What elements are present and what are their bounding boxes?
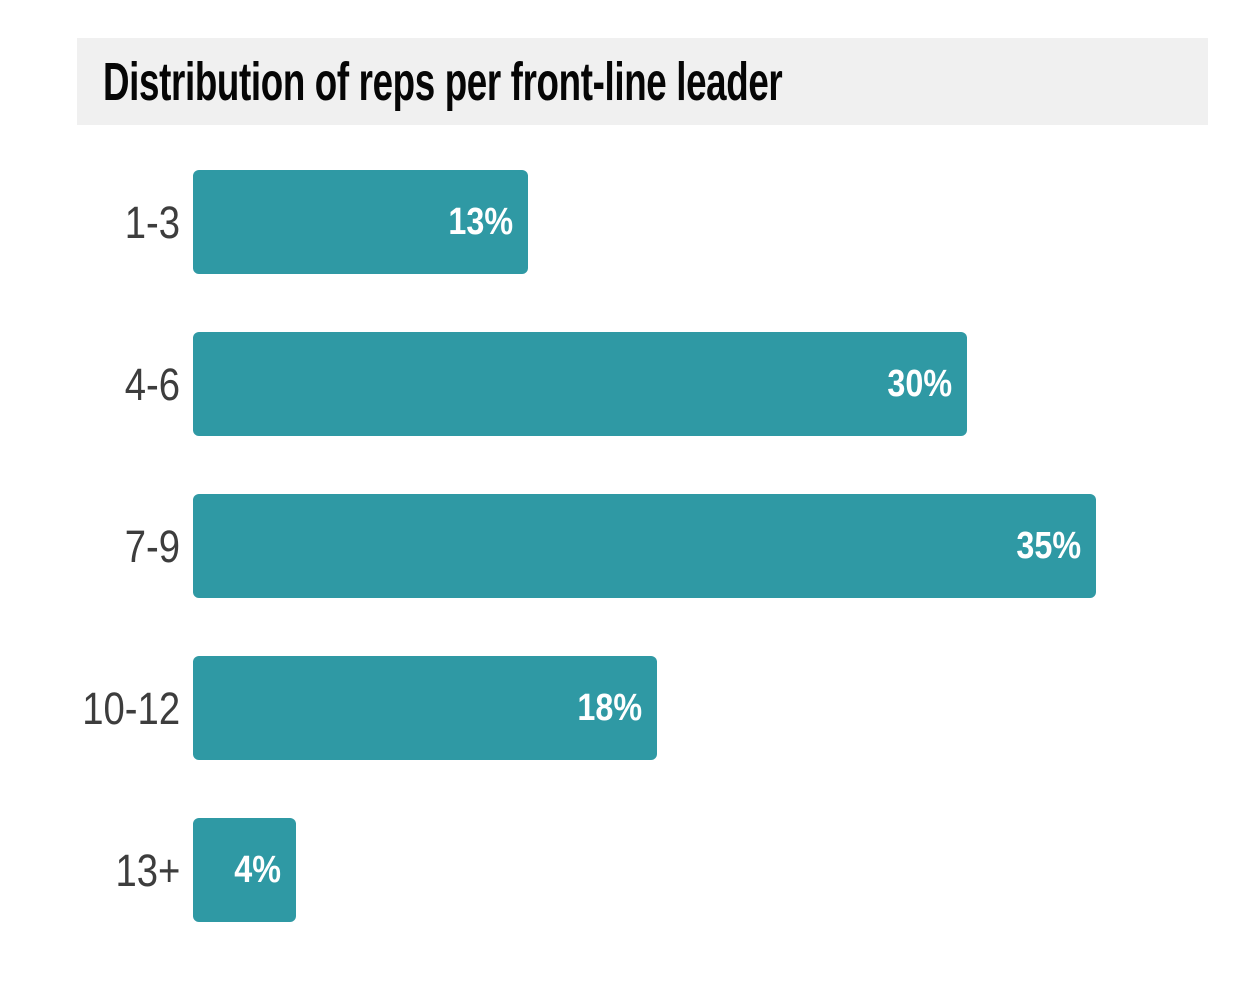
chart-title-band: Distribution of reps per front-line lead… <box>77 38 1208 125</box>
bar-value-label: 35% <box>1005 527 1096 565</box>
bar-row: 7-9 35% <box>0 494 1233 598</box>
category-label: 13+ <box>0 848 193 893</box>
bar-value-text: 18% <box>577 687 642 729</box>
bar-value-label: 18% <box>566 689 657 727</box>
category-label-text: 13+ <box>115 844 180 896</box>
category-label-text: 4-6 <box>124 358 180 410</box>
bar: 4% <box>193 818 296 922</box>
bar-value-text: 4% <box>234 849 281 891</box>
category-label: 7-9 <box>0 524 193 569</box>
category-label: 10-12 <box>0 686 193 731</box>
bar-value-text: 13% <box>448 201 513 243</box>
chart-title: Distribution of reps per front-line lead… <box>103 51 783 112</box>
bar-value-text: 35% <box>1016 525 1081 567</box>
bar-value-label: 13% <box>437 203 528 241</box>
bar-value-label: 30% <box>876 365 967 403</box>
bar: 35% <box>193 494 1096 598</box>
bar-row: 13+ 4% <box>0 818 1233 922</box>
category-label-text: 1-3 <box>124 196 180 248</box>
category-label-text: 7-9 <box>124 520 180 572</box>
bar-row: 4-6 30% <box>0 332 1233 436</box>
bar-value-text: 30% <box>887 363 952 405</box>
category-label-text: 10-12 <box>82 682 180 734</box>
category-label: 1-3 <box>0 200 193 245</box>
bar-chart: 1-3 13% 4-6 30% 7-9 35% 10-12 18% 13+ 4% <box>0 170 1233 980</box>
bar: 30% <box>193 332 967 436</box>
bar-row: 10-12 18% <box>0 656 1233 760</box>
category-label: 4-6 <box>0 362 193 407</box>
bar: 18% <box>193 656 657 760</box>
bar-value-label: 4% <box>226 851 296 889</box>
bar: 13% <box>193 170 528 274</box>
bar-row: 1-3 13% <box>0 170 1233 274</box>
